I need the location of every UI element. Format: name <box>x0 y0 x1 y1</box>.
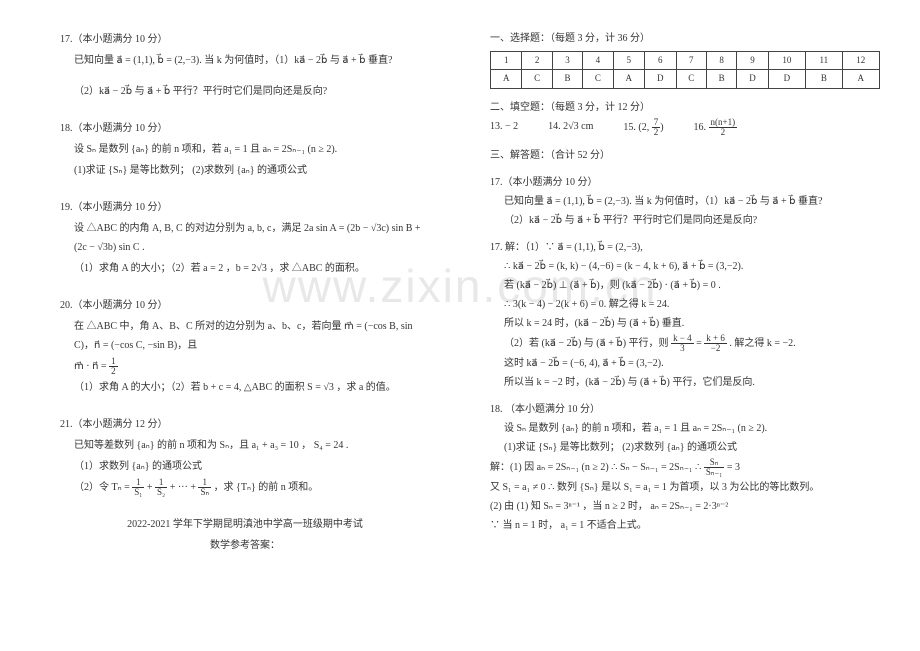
sec2-title: 二、填空题：（每题 3 分，计 12 分） <box>490 99 880 116</box>
footer-line1: 2022-2021 学年下学期昆明滇池中学高一班级期中考试 <box>60 515 430 534</box>
page-container: 17.（本小题满分 10 分） 已知向量 a⃗ = (1,1), b⃗ = (2… <box>0 0 920 651</box>
a17-s6: （2）若 (ka⃗ − 2b⃗) 与 (a⃗ + b⃗) 平行，则 k − 43… <box>490 334 880 353</box>
q20-line1: 在 △ABC 中，角 A、B、C 所对的边分别为 a、b、c，若向量 m⃗ = … <box>60 317 430 355</box>
a18-s3: (2) 由 (1) 知 Sₙ = 3ⁿ⁻¹ ，当 n ≥ 2 时， aₙ = 2… <box>490 498 880 515</box>
q20-title: 20.（本小题满分 10 分） <box>60 296 430 315</box>
question-21: 21.（本小题满分 12 分） 已知等差数列 {aₙ} 的前 n 项和为 Sₙ，… <box>60 415 430 497</box>
table-cell: 12 <box>842 52 879 70</box>
answer-table: 1 2 3 4 5 6 7 8 9 10 11 12 A C B <box>490 51 880 89</box>
table-cell: B <box>806 70 843 88</box>
right-column: 一、选择题：（每题 3 分，计 36 分） 1 2 3 4 5 6 7 8 9 … <box>460 0 920 651</box>
q20-line3: （1）求角 A 的大小；（2）若 b + c = 4, △ABC 的面积 S =… <box>60 378 430 397</box>
table-cell: C <box>583 70 613 88</box>
a18-s2: 又 S₁ = a₁ ≠ 0 ∴ 数列 {Sₙ} 是以 S₁ = a₁ = 1 为… <box>490 479 880 496</box>
fill-row: 13. − 2 14. 2√3 cm 15. (2, 72) 16. n(n+1… <box>490 118 880 137</box>
table-cell: C <box>522 70 552 88</box>
table-cell: D <box>645 70 676 88</box>
q19-line2: （1）求角 A 的大小；（2）若 a = 2 ，b = 2√3 ，求 △ABC … <box>60 259 430 278</box>
table-cell: C <box>676 70 706 88</box>
table-cell: B <box>552 70 582 88</box>
sec1-title: 一、选择题：（每题 3 分，计 36 分） <box>490 30 880 47</box>
table-cell: B <box>706 70 736 88</box>
a18-s1: 解：(1) 因 aₙ = 2Sₙ₋₁ (n ≥ 2) ∴ Sₙ − Sₙ₋₁ =… <box>490 458 880 477</box>
q19-line1: 设 △ABC 的内角 A, B, C 的对边分别为 a, b, c，满足 2a … <box>60 219 430 257</box>
answer-18: 18. （本小题满分 10 分） 设 Sₙ 是数列 {aₙ} 的前 n 项和，若… <box>490 401 880 534</box>
a17-s8: 所以当 k = −2 时，(ka⃗ − 2b⃗) 与 (a⃗ + b⃗) 平行，… <box>490 374 880 391</box>
section-2: 二、填空题：（每题 3 分，计 12 分） 13. − 2 14. 2√3 cm… <box>490 99 880 137</box>
section-3-header: 三、解答题：（合计 52 分） <box>490 147 880 164</box>
footer-title: 2022-2021 学年下学期昆明滇池中学高一班级期中考试 数学参考答案： <box>60 515 430 555</box>
table-cell: 7 <box>676 52 706 70</box>
a18-l1: 设 Sₙ 是数列 {aₙ} 的前 n 项和，若 a₁ = 1 且 aₙ = 2S… <box>490 420 880 437</box>
table-cell: 9 <box>737 52 768 70</box>
q21-line2: （1）求数列 {aₙ} 的通项公式 <box>60 457 430 476</box>
fill-15: 15. (2, 72) <box>623 118 663 137</box>
answer-17-solution: 17. 解：（1）∵ a⃗ = (1,1), b⃗ = (2,−3), ∴ ka… <box>490 239 880 391</box>
table-cell: 8 <box>706 52 736 70</box>
table-cell: D <box>737 70 768 88</box>
table-cell: 1 <box>491 52 522 70</box>
table-cell: 3 <box>552 52 582 70</box>
question-19: 19.（本小题满分 10 分） 设 △ABC 的内角 A, B, C 的对边分别… <box>60 198 430 278</box>
table-cell: A <box>842 70 879 88</box>
table-row: 1 2 3 4 5 6 7 8 9 10 11 12 <box>491 52 880 70</box>
answer-17: 17.（本小题满分 10 分） 已知向量 a⃗ = (1,1), b⃗ = (2… <box>490 174 880 229</box>
a17-sol: 17. 解：（1）∵ a⃗ = (1,1), b⃗ = (2,−3), <box>490 239 880 256</box>
a17-l2: （2）ka⃗ − 2b⃗ 与 a⃗ + b⃗ 平行？平行时它们是同向还是反向? <box>490 212 880 229</box>
a18-l2: (1)求证 {Sₙ} 是等比数列； (2)求数列 {aₙ} 的通项公式 <box>490 439 880 456</box>
table-cell: A <box>613 70 644 88</box>
table-cell: D <box>768 70 805 88</box>
table-cell: A <box>491 70 522 88</box>
q18-line2: (1)求证 {Sₙ} 是等比数列； (2)求数列 {aₙ} 的通项公式 <box>60 161 430 180</box>
q17-line2: （2）ka⃗ − 2b⃗ 与 a⃗ + b⃗ 平行？平行时它们是同向还是反向? <box>60 82 430 101</box>
table-cell: 4 <box>583 52 613 70</box>
footer-line2: 数学参考答案： <box>60 536 430 555</box>
a17-l1: 已知向量 a⃗ = (1,1), b⃗ = (2,−3). 当 k 为何值时，（… <box>490 193 880 210</box>
table-cell: 6 <box>645 52 676 70</box>
q20-line2: m⃗ · n⃗ = 12 <box>60 357 430 376</box>
table-row: A C B C A D C B D D B A <box>491 70 880 88</box>
fill-14: 14. 2√3 cm <box>548 118 593 137</box>
a18-title: 18. （本小题满分 10 分） <box>490 401 880 418</box>
table-cell: 2 <box>522 52 552 70</box>
q17-title: 17.（本小题满分 10 分） <box>60 30 430 49</box>
q21-line1: 已知等差数列 {aₙ} 的前 n 项和为 Sₙ，且 a₁ + a₃ = 10 ，… <box>60 436 430 455</box>
q19-title: 19.（本小题满分 10 分） <box>60 198 430 217</box>
q21-line3: （2）令 Tₙ = 1S₁ + 1S₂ + ··· + 1Sₙ ，求 {Tₙ} … <box>60 478 430 497</box>
table-cell: 11 <box>806 52 843 70</box>
a17-s3: 若 (ka⃗ − 2b⃗) ⊥ (a⃗ + b⃗)，则 (ka⃗ − 2b⃗) … <box>490 277 880 294</box>
a18-s4: ∵ 当 n = 1 时， a₁ = 1 不适合上式。 <box>490 517 880 534</box>
question-17: 17.（本小题满分 10 分） 已知向量 a⃗ = (1,1), b⃗ = (2… <box>60 30 430 101</box>
table-cell: 10 <box>768 52 805 70</box>
a17-s5: 所以 k = 24 时，(ka⃗ − 2b⃗) 与 (a⃗ + b⃗) 垂直. <box>490 315 880 332</box>
section-1: 一、选择题：（每题 3 分，计 36 分） 1 2 3 4 5 6 7 8 9 … <box>490 30 880 89</box>
question-20: 20.（本小题满分 10 分） 在 △ABC 中，角 A、B、C 所对的边分别为… <box>60 296 430 397</box>
a17-s7: 这时 ka⃗ − 2b⃗ = (−6, 4), a⃗ + b⃗ = (3,−2)… <box>490 355 880 372</box>
q18-line1: 设 Sₙ 是数列 {aₙ} 的前 n 项和，若 a₁ = 1 且 aₙ = 2S… <box>60 140 430 159</box>
sec3-title: 三、解答题：（合计 52 分） <box>490 147 880 164</box>
q21-title: 21.（本小题满分 12 分） <box>60 415 430 434</box>
left-column: 17.（本小题满分 10 分） 已知向量 a⃗ = (1,1), b⃗ = (2… <box>0 0 460 651</box>
question-18: 18.（本小题满分 10 分） 设 Sₙ 是数列 {aₙ} 的前 n 项和，若 … <box>60 119 430 180</box>
a17-s4: ∴ 3(k − 4) − 2(k + 6) = 0. 解之得 k = 24. <box>490 296 880 313</box>
q18-title: 18.（本小题满分 10 分） <box>60 119 430 138</box>
fill-13: 13. − 2 <box>490 118 518 137</box>
fill-16: 16. n(n+1)2 <box>694 118 738 137</box>
a17-title: 17.（本小题满分 10 分） <box>490 174 880 191</box>
table-cell: 5 <box>613 52 644 70</box>
q17-line1: 已知向量 a⃗ = (1,1), b⃗ = (2,−3). 当 k 为何值时，（… <box>60 51 430 70</box>
a17-s2: ∴ ka⃗ − 2b⃗ = (k, k) − (4,−6) = (k − 4, … <box>490 258 880 275</box>
